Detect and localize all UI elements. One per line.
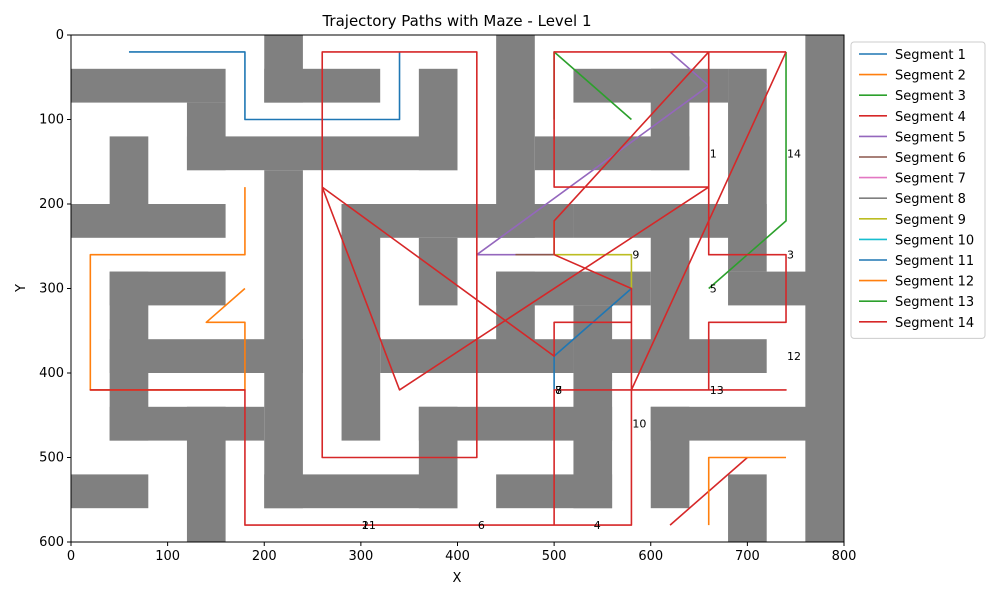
x-tick-label: 500 — [542, 549, 567, 564]
segment-label: 13 — [710, 384, 724, 397]
legend-label: Segment 6 — [895, 151, 966, 166]
y-tick-label: 0 — [56, 28, 64, 43]
segment-label: 1 — [710, 147, 717, 160]
x-tick-label: 800 — [832, 549, 857, 564]
legend-label: Segment 12 — [895, 275, 974, 290]
maze-wall — [71, 68, 226, 103]
segment-label: 14 — [787, 147, 801, 160]
maze-wall — [71, 474, 149, 509]
maze-wall — [418, 68, 458, 171]
legend: Segment 1 Segment 2 Segment 3 Segment 4 Segm… — [850, 41, 986, 339]
y-axis: 0 100 200 300 400 500 600 — [39, 28, 71, 550]
maze-wall — [650, 406, 690, 509]
legend-label: Segment 1 — [895, 48, 966, 63]
legend-box — [850, 41, 986, 339]
y-axis-title: Y — [14, 284, 29, 293]
trajectory-paths — [89, 51, 787, 526]
segment-label: 7 — [555, 384, 562, 397]
y-tick-label: 600 — [39, 535, 64, 550]
maze-wall — [109, 339, 303, 373]
y-tick-label: 100 — [39, 113, 64, 128]
y-tick-label: 200 — [39, 197, 64, 212]
series-line-segment-12 — [707, 456, 787, 526]
x-tick-label: 700 — [735, 549, 760, 564]
legend-label: Segment 13 — [895, 295, 974, 310]
maze-wall — [186, 406, 226, 542]
maze-wall — [573, 339, 767, 373]
legend-label: Segment 2 — [895, 69, 966, 84]
segment-label: 9 — [632, 249, 639, 262]
legend-label: Segment 10 — [895, 233, 974, 248]
legend-label: Segment 5 — [895, 130, 966, 145]
legend-label: Segment 8 — [895, 192, 966, 207]
maze-wall — [728, 474, 767, 542]
maze-wall — [109, 136, 149, 204]
x-tick-label: 400 — [445, 549, 470, 564]
segment-label: 12 — [787, 350, 801, 363]
maze-wall — [650, 68, 690, 171]
y-tick-label: 300 — [39, 282, 64, 297]
x-tick-label: 0 — [67, 549, 75, 564]
x-tick-label: 600 — [638, 549, 663, 564]
segment-label: 8 — [555, 384, 562, 397]
segment-annotations: 1 14 9 3 5 12 78 13 10 211 6 4 — [362, 147, 801, 532]
series-line-segment-13 — [708, 51, 787, 290]
segment-label: 5 — [710, 283, 717, 296]
chart-title: Trajectory Paths with Maze - Level 1 — [321, 12, 591, 30]
y-tick-label: 400 — [39, 366, 64, 381]
maze-wall — [71, 204, 226, 238]
maze-wall — [805, 35, 844, 542]
segment-label: 10 — [632, 418, 646, 431]
series-line-segment-14 — [89, 51, 787, 526]
x-axis: 0 100 200 300 400 500 600 700 800 — [67, 542, 857, 564]
series-line-segment-1 — [128, 51, 401, 121]
legend-label: Segment 9 — [895, 213, 966, 228]
legend-label: Segment 3 — [895, 89, 966, 104]
x-tick-label: 100 — [155, 549, 180, 564]
segment-label: 11 — [362, 519, 376, 532]
y-tick-label: 500 — [39, 451, 64, 466]
segment-label: 4 — [594, 519, 601, 532]
segment-label: 3 — [787, 249, 794, 262]
x-tick-label: 200 — [252, 549, 277, 564]
legend-label: Segment 7 — [895, 172, 966, 187]
legend-label: Segment 4 — [895, 110, 966, 125]
legend-label: Segment 14 — [895, 316, 974, 331]
x-tick-label: 300 — [348, 549, 373, 564]
maze-wall — [728, 68, 767, 272]
maze-wall — [109, 271, 226, 306]
segment-label: 2 — [362, 519, 369, 532]
legend-label: Segment 11 — [895, 254, 974, 269]
maze-walls — [71, 35, 844, 542]
segment-label: 6 — [478, 519, 485, 532]
x-axis-title: X — [453, 571, 462, 586]
